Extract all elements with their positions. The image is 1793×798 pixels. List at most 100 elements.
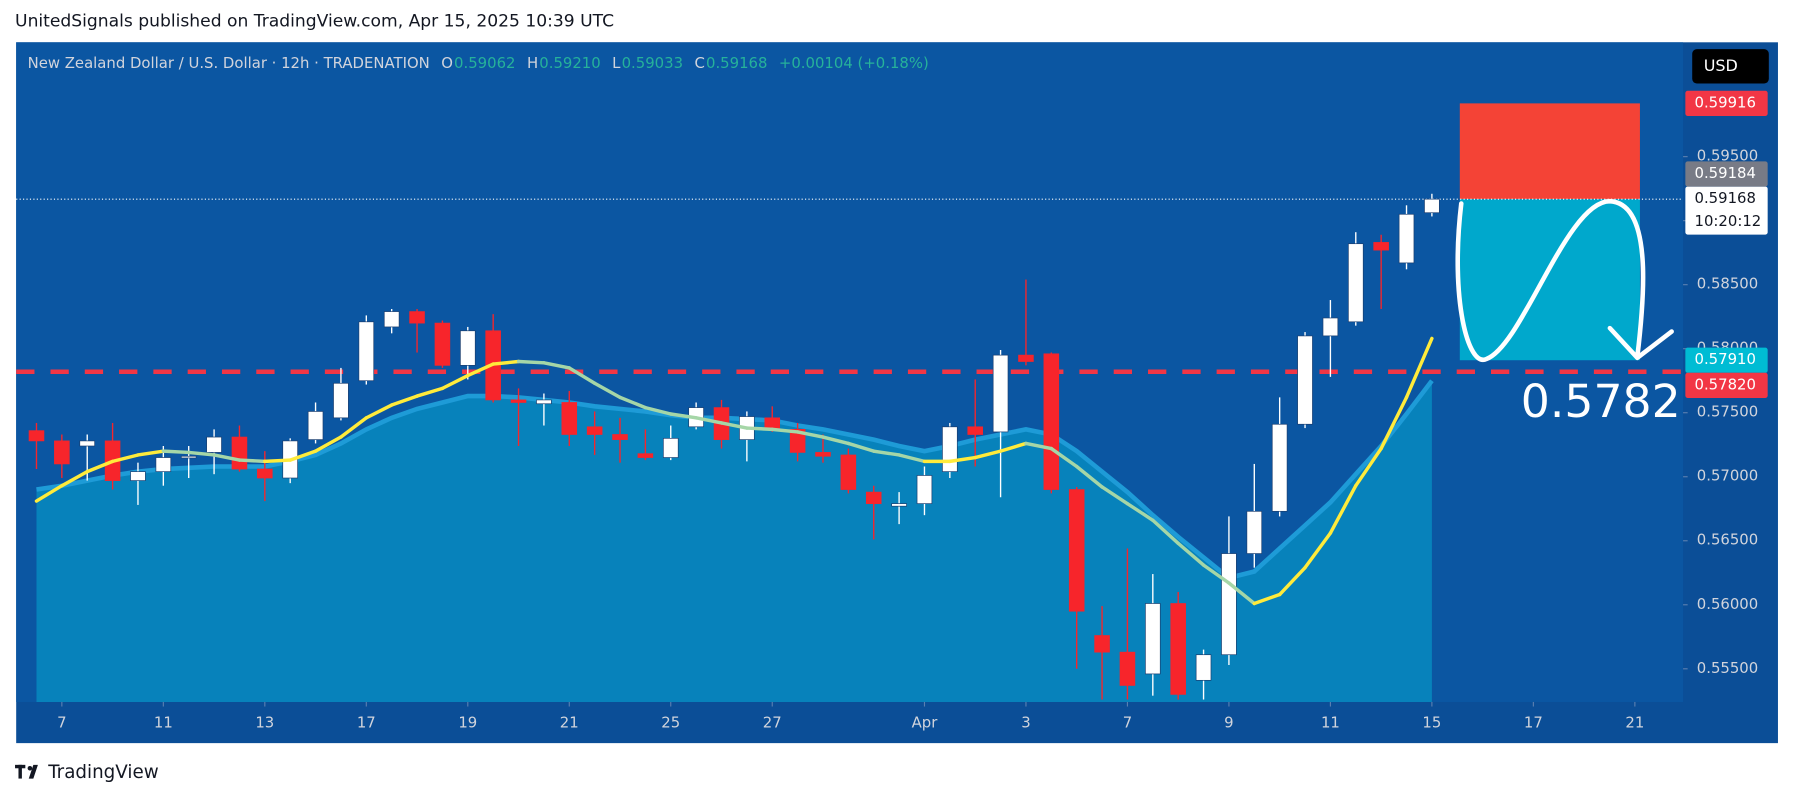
ohlc-key: L — [612, 54, 621, 72]
candle-body — [1094, 635, 1110, 653]
candle-body — [586, 426, 603, 435]
x-tick-label: 11 — [1321, 714, 1340, 732]
price-tag — [1685, 161, 1768, 187]
x-tick-label: 11 — [154, 714, 173, 732]
x-tick-label: 13 — [255, 714, 274, 732]
candle-body — [891, 503, 907, 507]
ma-segment — [161, 449, 191, 455]
candle-body — [130, 471, 146, 481]
ma-segment — [694, 416, 724, 425]
candle-body — [536, 399, 552, 405]
ma-segment — [1303, 531, 1333, 570]
candle-body — [1398, 213, 1415, 264]
logo-part — [28, 764, 38, 779]
candle-body — [1221, 553, 1237, 656]
candle-body — [1018, 354, 1034, 362]
ma-segment — [973, 449, 1003, 460]
ma-segment — [110, 453, 140, 464]
ma-segment — [389, 394, 419, 407]
price-tag-label: 0.59168 — [1695, 189, 1756, 207]
candle-body — [257, 468, 273, 479]
y-tick-label: 0.58500 — [1697, 275, 1758, 293]
x-tick-label: 7 — [57, 714, 66, 732]
ma-segment — [263, 458, 292, 464]
candle-body — [1373, 242, 1389, 251]
ma-segment — [821, 435, 851, 446]
x-tick-label: 19 — [458, 714, 477, 732]
ma-segment — [1024, 441, 1054, 451]
ohlc-value: 0.59168 — [706, 54, 767, 72]
candle-body — [992, 354, 1009, 433]
candle-body — [1246, 510, 1263, 554]
candle-body — [1170, 603, 1186, 695]
candle-body — [561, 402, 578, 435]
x-tick-label: 27 — [763, 714, 782, 732]
ma-segment — [1049, 446, 1079, 469]
ma-segment — [1252, 592, 1282, 606]
candle-body — [180, 455, 197, 459]
currency-label[interactable]: USD — [1704, 56, 1738, 75]
ma-segment — [592, 381, 622, 400]
ma-segment — [669, 412, 698, 420]
logo-part — [18, 764, 22, 779]
countdown-label: 10:20:12 — [1695, 212, 1762, 230]
ma-segment — [339, 416, 369, 439]
candle-body — [1119, 651, 1136, 686]
ma-segment — [60, 469, 89, 488]
ma-segment — [237, 458, 267, 464]
ma-segment — [440, 373, 470, 391]
ohlc-key: O — [441, 54, 453, 72]
ma-segment — [1074, 464, 1104, 489]
change-value: +0.00104 (+0.18%) — [779, 54, 929, 72]
ma-segment — [643, 405, 673, 416]
ma-segment — [948, 455, 977, 464]
candle-body — [916, 475, 933, 504]
candle-body — [662, 437, 679, 458]
ma-segment — [1404, 336, 1434, 400]
ma-segment — [415, 386, 445, 398]
candle-body — [1145, 603, 1161, 675]
ma-segment — [1125, 501, 1155, 522]
ma-segment — [1227, 581, 1257, 606]
ma-segment — [542, 361, 571, 370]
candle-body — [206, 436, 222, 453]
x-tick-label: 9 — [1224, 714, 1233, 732]
currency-box[interactable] — [1692, 49, 1769, 84]
footer-brand: TradingView — [47, 762, 159, 783]
ma-segment — [618, 395, 648, 410]
ohlc-value: 0.59210 — [539, 54, 600, 72]
ma-segment — [1354, 446, 1383, 488]
price-tag-label: 0.57910 — [1695, 350, 1756, 368]
x-tick-label: 17 — [1524, 714, 1543, 732]
candle-body — [1297, 335, 1313, 425]
candle-body — [434, 322, 451, 366]
ma-segment — [466, 362, 495, 378]
ma-segment — [364, 403, 394, 420]
stop-zone — [1459, 103, 1640, 200]
ma-segment — [1100, 485, 1130, 506]
x-tick-label: 7 — [1123, 714, 1132, 732]
ohlc-value: 0.59033 — [622, 54, 683, 72]
ma-segment — [1151, 518, 1180, 546]
candle-body — [383, 311, 400, 328]
candle-body — [231, 436, 248, 470]
candle-body — [1068, 489, 1085, 612]
logo-part — [27, 765, 33, 771]
ma-segment — [567, 366, 597, 385]
x-tick-label: 3 — [1021, 714, 1030, 732]
ma-segment — [1379, 395, 1409, 451]
ma-segment — [313, 435, 343, 453]
publish-header: UnitedSignals published on TradingView.c… — [15, 12, 614, 32]
candle-body — [79, 440, 95, 447]
ma-segment — [288, 449, 318, 462]
candle-body — [307, 411, 324, 440]
price-tag-label: 0.59916 — [1695, 93, 1756, 111]
candle-body — [815, 452, 831, 457]
ohlc-key: H — [527, 54, 538, 72]
candle-body — [637, 453, 654, 458]
ma-segment — [795, 430, 825, 439]
candle-body — [1348, 243, 1364, 323]
candle-body — [28, 430, 45, 442]
